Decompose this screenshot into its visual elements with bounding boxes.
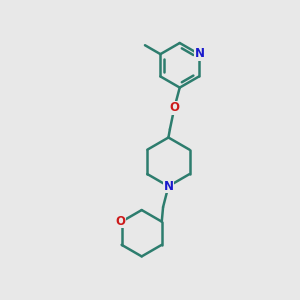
Text: N: N [195, 47, 205, 60]
Text: O: O [115, 214, 125, 227]
Text: N: N [164, 180, 173, 193]
Text: O: O [169, 101, 179, 114]
